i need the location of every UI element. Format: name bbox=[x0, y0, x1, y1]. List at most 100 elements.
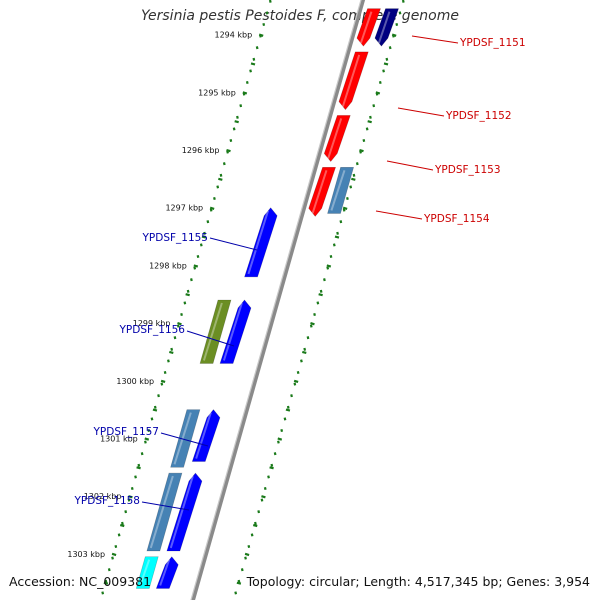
half-tick bbox=[103, 581, 109, 585]
minor-tick bbox=[170, 347, 174, 351]
minor-tick bbox=[262, 22, 266, 27]
half-tick bbox=[334, 235, 340, 239]
major-tick bbox=[244, 552, 250, 557]
gene-label[interactable]: YPDSF_1158 bbox=[73, 495, 140, 507]
inner-tick-ring bbox=[101, 0, 272, 595]
minor-tick bbox=[355, 162, 359, 166]
minor-tick bbox=[234, 591, 238, 595]
backbone bbox=[190, 0, 366, 600]
tick-label: 1295 kbp bbox=[198, 88, 236, 97]
minor-tick bbox=[245, 80, 249, 85]
navy-gene-highlight bbox=[377, 11, 391, 44]
minor-tick bbox=[232, 127, 236, 131]
cyan-gene-highlight bbox=[139, 559, 151, 586]
tick-label: 1303 kbp bbox=[67, 550, 105, 559]
blue-gene bbox=[191, 409, 221, 462]
gene-label[interactable]: YPDSF_1156 bbox=[118, 324, 185, 336]
minor-tick bbox=[378, 80, 382, 85]
red-gene-highlight bbox=[341, 54, 361, 107]
minor-tick bbox=[293, 382, 297, 386]
minor-tick bbox=[130, 486, 134, 491]
minor-tick bbox=[247, 544, 251, 549]
minor-tick bbox=[365, 127, 369, 131]
major-tick bbox=[375, 91, 381, 95]
major-tick bbox=[128, 495, 133, 499]
minor-tick bbox=[193, 266, 197, 270]
tick-label: 1302 kbp bbox=[84, 492, 122, 501]
major-tick bbox=[226, 148, 231, 153]
minor-tick bbox=[101, 591, 105, 595]
minor-tick bbox=[203, 231, 206, 235]
minor-tick bbox=[216, 185, 220, 189]
blue-gene-highlight bbox=[159, 559, 171, 586]
gene-label-leader bbox=[141, 501, 190, 511]
minor-tick bbox=[167, 359, 170, 363]
gene-label[interactable]: YPDSF_1152 bbox=[445, 110, 512, 122]
gene-label-leader bbox=[386, 160, 434, 171]
tick-label: 1300 kbp bbox=[116, 377, 154, 386]
steel-gene bbox=[170, 409, 201, 468]
major-tick bbox=[310, 322, 315, 326]
major-tick bbox=[177, 322, 182, 326]
cyan-gene bbox=[135, 556, 159, 589]
minor-tick bbox=[107, 568, 111, 572]
half-tick bbox=[185, 293, 190, 297]
minor-tick bbox=[395, 22, 399, 27]
olive-gene-highlight bbox=[202, 302, 223, 361]
minor-tick bbox=[342, 208, 346, 212]
red-gene-highlight bbox=[311, 170, 328, 214]
half-tick bbox=[383, 62, 389, 66]
minor-tick bbox=[239, 104, 243, 108]
minor-tick bbox=[163, 370, 167, 375]
blue-gene bbox=[219, 299, 252, 364]
minor-tick bbox=[306, 336, 310, 340]
major-tick bbox=[193, 264, 199, 268]
major-tick bbox=[111, 552, 117, 557]
major-tick bbox=[342, 206, 348, 210]
blue-gene-highlight bbox=[222, 302, 243, 361]
minor-tick bbox=[173, 336, 177, 340]
major-tick bbox=[160, 379, 166, 384]
minor-tick bbox=[323, 278, 326, 282]
minor-tick bbox=[144, 440, 147, 444]
half-tick bbox=[250, 62, 256, 66]
gene-label[interactable]: YPDSF_1154 bbox=[423, 213, 490, 225]
half-tick bbox=[136, 466, 141, 470]
gene-label-leader bbox=[375, 210, 423, 220]
map-title: Yersinia pestis Pestoides F, complete ge… bbox=[141, 8, 459, 24]
half-tick bbox=[236, 581, 242, 585]
gene-label-leaders bbox=[141, 35, 459, 511]
minor-tick bbox=[150, 417, 154, 421]
minor-tick bbox=[401, 0, 405, 3]
tick-label: 1294 kbp bbox=[214, 31, 252, 40]
minor-tick bbox=[316, 301, 320, 305]
minor-tick bbox=[206, 220, 210, 224]
minor-tick bbox=[267, 475, 270, 479]
major-tick bbox=[209, 206, 215, 210]
gene-label[interactable]: YPDSF_1155 bbox=[141, 232, 208, 244]
minor-tick bbox=[277, 440, 280, 444]
outer-tick-ring bbox=[234, 0, 405, 595]
major-tick bbox=[293, 379, 299, 384]
minor-tick bbox=[398, 11, 402, 15]
minor-tick bbox=[372, 104, 376, 108]
gene-label[interactable]: YPDSF_1153 bbox=[434, 164, 501, 176]
gene-label[interactable]: YPDSF_1157 bbox=[92, 426, 159, 438]
gene-label[interactable]: YPDSF_1151 bbox=[459, 37, 526, 49]
half-tick bbox=[252, 523, 258, 528]
minor-tick bbox=[339, 220, 343, 224]
tick-label: 1301 kbp bbox=[100, 434, 138, 443]
minor-tick bbox=[124, 510, 128, 514]
minor-tick bbox=[153, 405, 157, 409]
minor-tick bbox=[222, 162, 226, 166]
major-tick bbox=[144, 437, 150, 441]
minor-tick bbox=[114, 544, 118, 549]
major-tick bbox=[326, 264, 332, 268]
blue-gene-highlight bbox=[247, 210, 270, 275]
half-tick bbox=[201, 235, 207, 239]
red-gene bbox=[323, 115, 351, 163]
minor-tick bbox=[280, 428, 284, 433]
minor-tick bbox=[219, 173, 223, 177]
blue-gene-highlight bbox=[169, 475, 194, 549]
